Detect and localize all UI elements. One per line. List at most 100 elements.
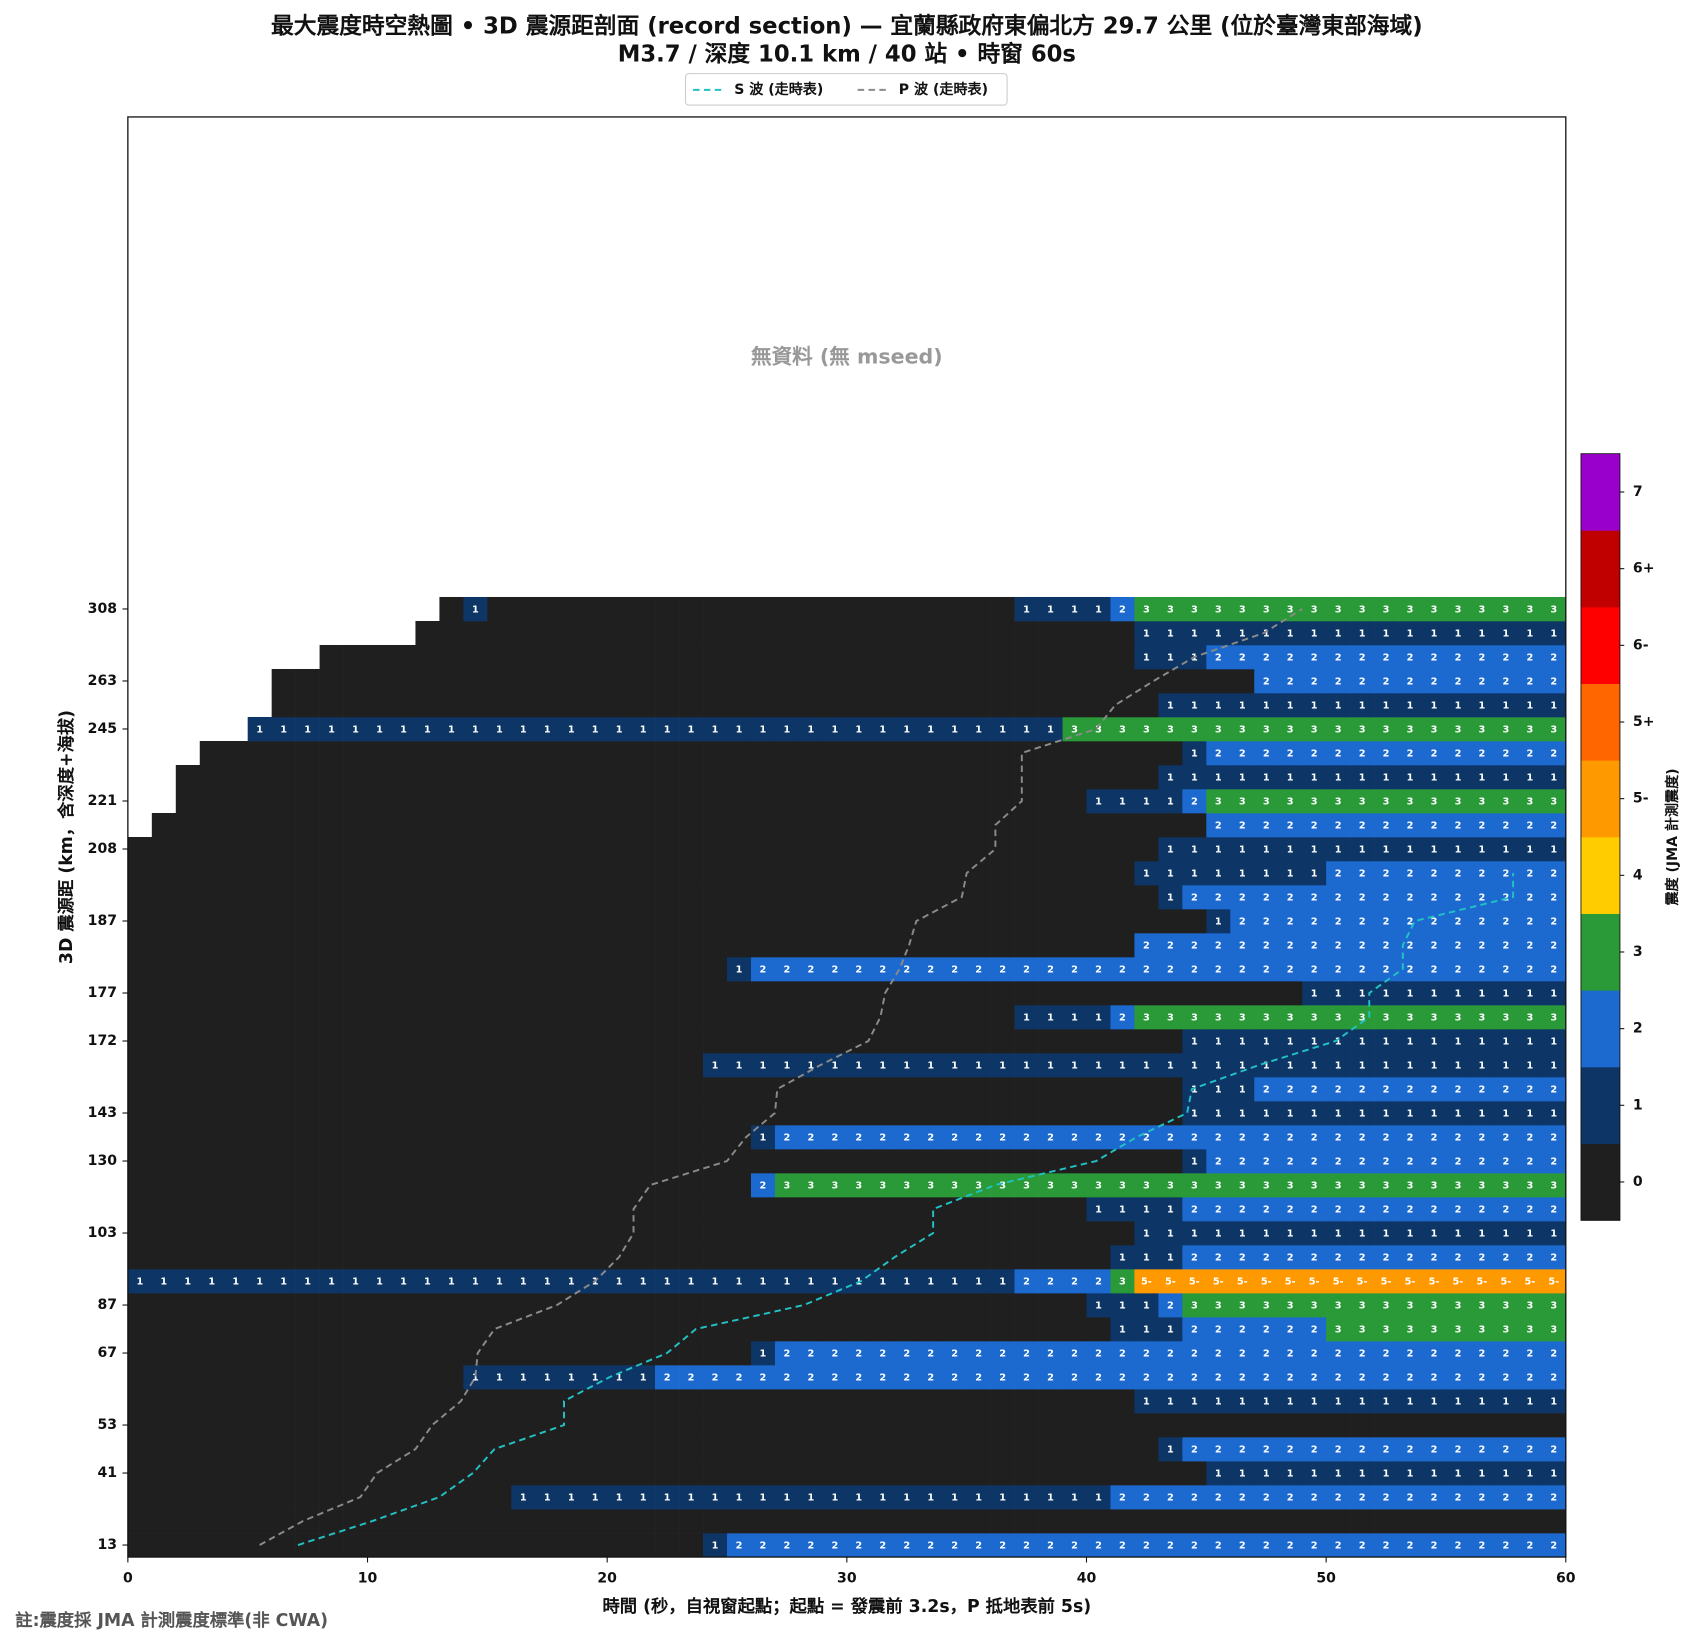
cell <box>942 1029 967 1054</box>
cell-label: 2 <box>1215 1373 1222 1384</box>
cell <box>1038 836 1063 862</box>
cell <box>487 1101 512 1126</box>
cell <box>894 1437 920 1462</box>
cell <box>846 1077 872 1102</box>
cell-label: 2 <box>1119 965 1126 976</box>
cell <box>1422 1173 1447 1198</box>
cell-label: 1 <box>304 725 311 736</box>
cell <box>655 957 680 982</box>
cell <box>798 812 824 838</box>
cell <box>798 836 824 862</box>
cell <box>631 933 656 958</box>
cell-label: 3 <box>1263 605 1270 616</box>
cell-label: 3 <box>951 1181 958 1192</box>
cell <box>1134 1389 1159 1414</box>
cell <box>1278 1509 1303 1534</box>
cell <box>1326 1149 1351 1174</box>
cell-label: 2 <box>1119 1013 1126 1024</box>
cell <box>1062 620 1087 646</box>
cell <box>1398 1029 1423 1054</box>
cell <box>559 668 584 694</box>
cell <box>798 788 824 814</box>
cell-label: 5- <box>1309 1277 1320 1288</box>
cell <box>1086 1461 1111 1486</box>
cell <box>247 1269 272 1294</box>
cell <box>175 764 201 790</box>
cell <box>1350 836 1375 862</box>
cell <box>679 1293 704 1318</box>
cell <box>487 692 512 718</box>
cell <box>750 1029 776 1054</box>
cell-label: 1 <box>1263 869 1270 880</box>
cell-label: 2 <box>879 1541 886 1552</box>
cell <box>1398 884 1423 910</box>
cell-label: 2 <box>1287 1205 1294 1216</box>
cell <box>655 1317 680 1342</box>
cell <box>391 1437 416 1462</box>
cell <box>1110 1533 1135 1558</box>
cell <box>750 620 776 646</box>
cell <box>1134 860 1159 886</box>
cell-label: 1 <box>1479 1109 1486 1120</box>
y-tick-label: 53 <box>97 1417 117 1433</box>
cell <box>870 1293 896 1318</box>
cell <box>1182 692 1207 718</box>
cell <box>1230 1269 1255 1294</box>
cell <box>1493 668 1519 694</box>
cell-label: 2 <box>999 1373 1006 1384</box>
cell-label: 3 <box>1239 797 1246 808</box>
cell <box>487 1029 512 1054</box>
cell <box>607 1101 632 1126</box>
cell-label: 1 <box>1479 845 1486 856</box>
cell <box>1422 620 1447 646</box>
cell <box>1302 836 1327 862</box>
cell-label: 3 <box>1311 797 1318 808</box>
cell <box>1158 1005 1183 1030</box>
cell <box>247 812 272 838</box>
cell-label: 3 <box>1215 725 1222 736</box>
cell <box>319 788 344 814</box>
cell-label: 2 <box>1359 917 1366 928</box>
cell <box>1206 1029 1231 1054</box>
cell <box>1374 764 1399 790</box>
cell <box>798 1341 824 1366</box>
cell <box>223 1341 249 1366</box>
cell <box>1398 620 1423 646</box>
cell <box>295 1029 320 1054</box>
cell <box>295 884 320 910</box>
cell <box>271 1533 296 1558</box>
cell <box>559 1053 584 1078</box>
colorbar-band <box>1580 1143 1620 1221</box>
cell <box>1014 812 1039 838</box>
cell <box>367 740 392 766</box>
cell-label: 2 <box>1167 1301 1174 1312</box>
cell-label: 1 <box>1287 629 1294 640</box>
cell <box>655 692 680 718</box>
cell <box>1422 1413 1447 1438</box>
y-axis-label: 3D 震源距 (km，含深度+海拔) <box>56 710 77 964</box>
cell <box>151 1029 177 1054</box>
cell <box>727 812 752 838</box>
cell <box>1422 764 1447 790</box>
cell-label: 1 <box>1239 845 1246 856</box>
cell <box>918 884 944 910</box>
cell-label: 1 <box>520 725 527 736</box>
cell-label: 3 <box>1359 797 1366 808</box>
cell-label: 2 <box>1479 1085 1486 1096</box>
cell <box>535 596 560 622</box>
cell <box>1374 1005 1399 1030</box>
cell <box>439 908 464 934</box>
cell-label: 2 <box>1239 917 1246 928</box>
cell-label: 1 <box>1167 1061 1174 1072</box>
cell <box>822 860 848 886</box>
cell-label: 2 <box>1287 1157 1294 1168</box>
cell <box>703 1077 728 1102</box>
cell-label: 2 <box>1287 1493 1294 1504</box>
cell-label: 2 <box>1263 677 1270 688</box>
y-tick-label: 143 <box>88 1105 117 1121</box>
cell <box>415 884 440 910</box>
cell-label: 5- <box>1500 1277 1511 1288</box>
cell <box>583 1509 608 1534</box>
cell <box>846 1245 872 1270</box>
cell <box>559 1077 584 1102</box>
